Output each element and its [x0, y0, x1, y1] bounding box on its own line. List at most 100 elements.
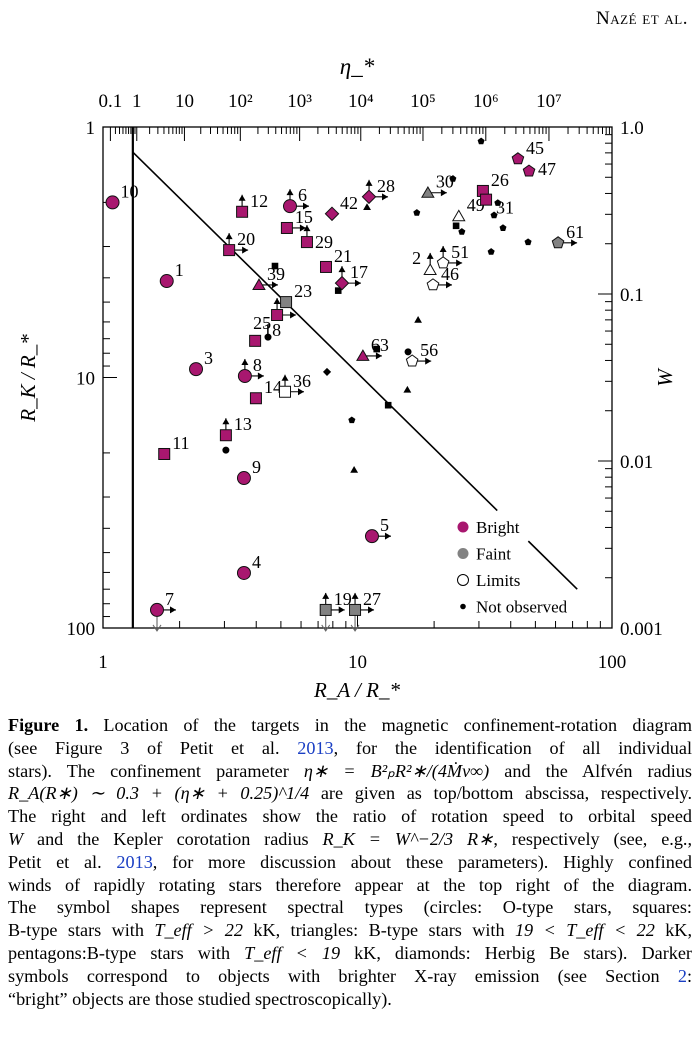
top-tick-label: 10⁷: [536, 91, 562, 112]
legend-marker-not-observed: [460, 603, 466, 610]
arrow-head-icon: [365, 179, 373, 186]
caption-text: , for more discussion about these parame…: [152, 851, 692, 872]
citation-link[interactable]: 2: [677, 965, 687, 986]
star-point-11: [158, 447, 171, 460]
point-label: 7: [165, 589, 174, 609]
point-label: 4: [252, 552, 261, 572]
star-point-6: [283, 199, 298, 214]
point-label: 46: [441, 264, 459, 284]
citation-link[interactable]: 2013: [116, 851, 153, 872]
legend-marker-faint: [457, 548, 469, 559]
not-observed-point: [363, 203, 371, 210]
point-label: 9: [252, 457, 261, 477]
arrow-head-icon: [338, 266, 346, 273]
star-point-21: [319, 260, 332, 273]
arrow-head-icon: [368, 606, 375, 614]
not-observed-point: [264, 333, 272, 341]
caption-text: The symbol shapes represent spectral typ…: [8, 897, 692, 918]
not-observed-point: [403, 385, 412, 393]
arrow-head-icon: [299, 224, 306, 232]
arrow-head-icon: [571, 239, 578, 247]
star-point-42: [324, 206, 340, 222]
arrow-head-icon: [170, 606, 177, 614]
caption-line: “bright” objects are those studied spect…: [8, 988, 692, 1011]
star-point-18: [249, 334, 262, 347]
caption-text: “bright” objects are those studied spect…: [8, 988, 392, 1009]
arrow-head-icon: [271, 281, 278, 289]
top-tick-label: 0.1: [99, 91, 123, 112]
caption-text: and the Alfvén radius: [489, 760, 692, 781]
star-point-39: [252, 278, 266, 290]
caption-line: The symbol shapes represent spectral typ…: [8, 896, 692, 919]
caption-text: stars). The confinement parameter: [8, 760, 304, 781]
star-point-47: [522, 164, 536, 177]
star-point-27: [349, 603, 362, 616]
arrow-head-icon: [426, 252, 434, 259]
not-observed-point: [413, 209, 421, 216]
arrow-head-icon: [281, 374, 289, 381]
arrow-head-icon: [238, 194, 246, 201]
caption-text: B-type stars with: [8, 920, 155, 941]
point-label: 30: [436, 172, 454, 192]
caption-line: Petit et al. 2013, for more discussion a…: [8, 851, 692, 874]
arrow-head-icon: [257, 372, 264, 380]
point-label: 2: [412, 248, 421, 268]
point-label: 47: [538, 159, 556, 179]
point-label: 61: [566, 222, 584, 242]
caption-line: Figure 1. Location of the targets in the…: [8, 714, 692, 737]
caption-line: (see Figure 3 of Petit et al. 2013, for …: [8, 737, 692, 760]
star-point-2: [423, 263, 437, 275]
point-label: 39: [267, 264, 285, 284]
arrow-head-icon: [354, 279, 361, 287]
point-label: 1: [175, 260, 184, 280]
right-tick-label: 0.1: [620, 285, 644, 306]
point-label: 8: [253, 355, 262, 375]
arrow-head-icon: [242, 246, 249, 254]
not-observed-point: [334, 287, 342, 294]
arrow-head-icon: [375, 352, 382, 360]
point-label: 29: [315, 232, 333, 252]
legend-label: Faint: [476, 545, 511, 564]
caption-line: stars). The confinement parameter η∗ = B…: [8, 760, 692, 783]
star-point-63: [356, 349, 370, 361]
not-observed-point: [487, 248, 495, 255]
not-observed-point: [222, 446, 230, 454]
diagonal-reference-line: [132, 151, 498, 512]
caption-text: Location of the targets in the magnetic …: [88, 715, 692, 735]
caption-text: Petit et al.: [8, 851, 117, 872]
star-point-29: [300, 236, 313, 249]
point-label: 21: [334, 246, 352, 266]
arrow-head-icon: [298, 388, 305, 396]
star-point-4: [236, 565, 251, 580]
caption-text: The right and left ordinates show the ra…: [8, 806, 692, 827]
arrow-head-icon: [222, 418, 230, 425]
arrow-head-icon: [322, 592, 330, 599]
point-label: 26: [491, 170, 509, 190]
bottom-tick-label: 1: [98, 652, 108, 673]
point-label: 31: [496, 198, 514, 218]
citation-link[interactable]: 2013: [297, 737, 334, 758]
left-tick-label: 1: [86, 118, 96, 139]
arrow-head-icon: [350, 624, 360, 632]
point-label: 27: [363, 589, 381, 609]
not-observed-point: [373, 345, 381, 353]
star-point-15: [280, 221, 293, 234]
star-point-7: [150, 602, 165, 617]
right-tick-label: 0.001: [620, 619, 663, 640]
arrow-head-icon: [351, 592, 359, 599]
star-point-49: [451, 209, 466, 222]
star-point-23: [280, 296, 293, 309]
point-label: 5: [380, 515, 389, 535]
arrow-head-icon: [241, 358, 249, 365]
legend-label: Limits: [476, 571, 520, 590]
not-observed-point: [449, 175, 457, 182]
point-label: 28: [377, 176, 395, 196]
arrow-head-icon: [321, 624, 331, 632]
caption-text: R_K = W^−2/3 R∗: [322, 828, 494, 849]
top-tick-label: 10⁶: [473, 91, 499, 112]
arrow-head-icon: [439, 245, 447, 252]
not-observed-point: [384, 401, 392, 409]
y-axis-title: R_K / R_*: [16, 334, 40, 423]
top-axis-title: η_*: [340, 54, 375, 79]
caption-text: 19 < T_eff < 22: [514, 920, 655, 941]
